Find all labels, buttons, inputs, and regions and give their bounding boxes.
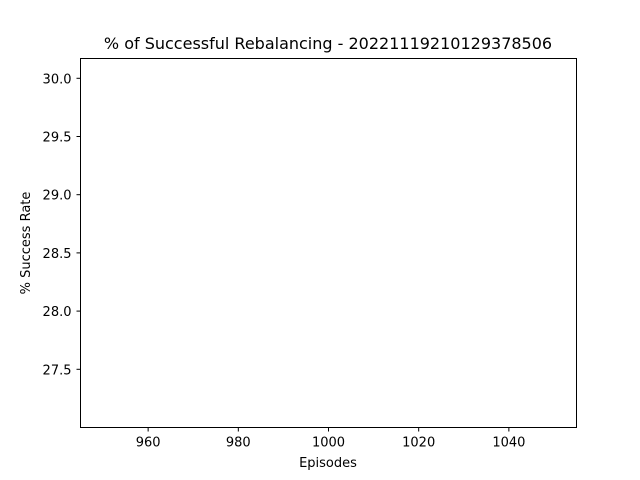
x-tick-label: 1000 bbox=[312, 436, 345, 451]
x-tick-label: 980 bbox=[226, 436, 251, 451]
x-axis-label: Episodes bbox=[299, 456, 357, 471]
y-tick-label: 29.0 bbox=[43, 189, 72, 204]
y-axis-label: % Success Rate bbox=[19, 192, 34, 295]
y-tick-label: 30.0 bbox=[43, 72, 72, 87]
x-tick-label: 960 bbox=[136, 436, 161, 451]
y-tick-label: 29.5 bbox=[43, 130, 72, 145]
x-tick-label: 1020 bbox=[402, 436, 435, 451]
y-tick-label: 27.5 bbox=[43, 363, 72, 378]
chart-title: % of Successful Rebalancing - 2022111921… bbox=[104, 34, 552, 53]
y-tick-label: 28.0 bbox=[43, 305, 72, 320]
y-tick-label: 28.5 bbox=[43, 247, 72, 262]
x-tick-label: 1040 bbox=[492, 436, 525, 451]
